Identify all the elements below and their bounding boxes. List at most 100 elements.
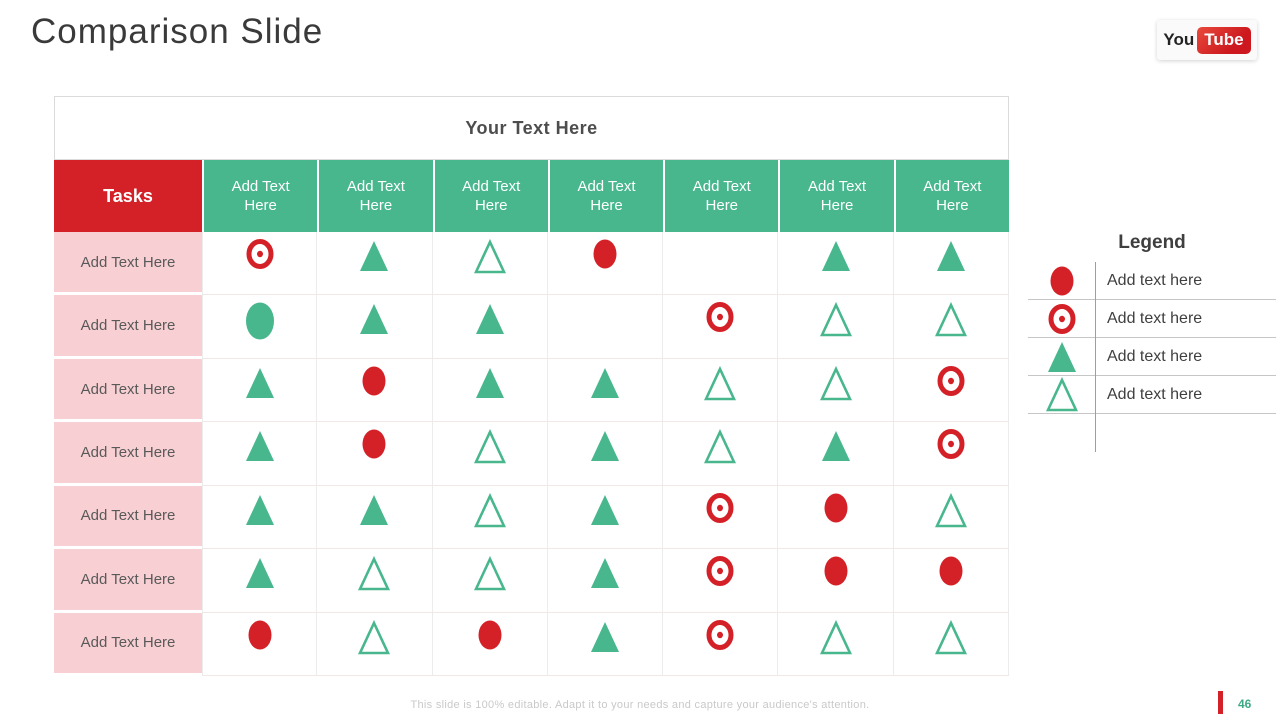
red-circle-icon [362,429,386,459]
legend: Legend Add text here Add text here Add tex… [1028,232,1276,452]
cell-red-target[interactable] [663,612,779,676]
cell-green-triangle-outline[interactable] [432,232,548,296]
cell-green-circle[interactable] [202,295,318,359]
green-triangle-outline-icon [934,619,967,654]
legend-title[interactable]: Legend [1118,232,1186,253]
legend-item: Add text here [1028,262,1276,300]
task-row-label[interactable]: Add Text Here [54,295,202,359]
cell-green-triangle-outline[interactable] [317,612,433,676]
cell-green-triangle-filled[interactable] [202,485,318,550]
cell-green-triangle-outline[interactable] [778,295,894,359]
table-caption[interactable]: Your Text Here [54,96,1009,160]
green-triangle-filled-icon [475,367,504,398]
cell-green-triangle-outline[interactable] [317,549,433,613]
cell-green-triangle-filled[interactable] [547,422,664,486]
cell-red-target[interactable] [663,549,779,613]
green-triangle-filled-icon [590,367,619,398]
green-triangle-filled-icon [360,304,389,335]
task-row-label[interactable]: Add Text Here [54,549,202,613]
column-header-cell[interactable]: Add Text Here [778,160,894,232]
cell-green-triangle-outline[interactable] [663,422,779,486]
task-row-label[interactable]: Add Text Here [54,232,202,296]
legend-item: Add text here [1028,338,1276,376]
cell-green-triangle-filled[interactable] [317,485,433,550]
cell-green-triangle-filled[interactable] [778,232,894,296]
green-triangle-filled-icon [360,241,389,271]
cell-green-triangle-outline[interactable] [432,422,548,486]
cell-green-triangle-filled[interactable] [547,549,664,613]
red-circle-icon [248,620,272,650]
cell-green-triangle-filled[interactable] [432,295,548,359]
cell-red-circle[interactable] [202,612,318,676]
column-header-cell[interactable]: Add Text Here [432,160,548,232]
green-triangle-outline-icon [704,429,737,464]
cell-green-triangle-filled[interactable] [432,358,548,423]
cell-red-circle[interactable] [778,485,894,550]
task-row-label[interactable]: Add Text Here [54,612,202,676]
cell-green-triangle-filled[interactable] [547,612,664,676]
cell-red-circle[interactable] [317,422,433,486]
red-target-icon [246,239,274,269]
green-triangle-outline-icon [473,492,506,528]
cell-green-triangle-filled[interactable] [893,232,1009,296]
red-circle-icon [939,556,963,586]
cell-red-circle[interactable] [778,549,894,613]
cell-green-triangle-filled[interactable] [202,358,318,423]
slide-title[interactable]: Comparison Slide [31,12,324,51]
cell-red-target[interactable] [663,485,779,550]
cell-red-target[interactable] [893,422,1009,486]
cell-red-circle[interactable] [317,358,433,423]
cell-green-triangle-outline[interactable] [778,612,894,676]
cell-red-target[interactable] [663,295,779,359]
column-header-cell[interactable]: Add Text Here [547,160,664,232]
green-triangle-filled-icon [475,304,504,335]
legend-item-label[interactable]: Add text here [1107,385,1203,403]
cell-green-triangle-outline[interactable] [893,295,1009,359]
green-triangle-outline-icon [358,556,391,591]
cell-red-target[interactable] [893,358,1009,423]
cell-red-circle[interactable] [893,549,1009,613]
cell-green-triangle-filled[interactable] [202,549,318,613]
cell-green-triangle-filled[interactable] [317,232,433,296]
cell-green-triangle-filled[interactable] [778,422,894,486]
legend-item-label[interactable]: Add text here [1107,347,1203,365]
task-row-label[interactable]: Add Text Here [54,485,202,550]
cell-red-circle[interactable] [547,232,664,296]
legend-item-label[interactable]: Add text here [1107,271,1203,289]
legend-item: Add text here [1028,376,1276,414]
cell-green-triangle-outline[interactable] [432,485,548,550]
column-header-cell[interactable]: Add Text Here [202,160,318,232]
cell-green-triangle-filled[interactable] [317,295,433,359]
cell-red-circle[interactable] [432,612,548,676]
cell-red-target[interactable] [202,232,318,296]
task-row-label[interactable]: Add Text Here [54,422,202,486]
cell-empty[interactable] [547,295,664,359]
legend-item-label[interactable]: Add text here [1107,309,1203,327]
green-triangle-filled-icon [821,241,850,271]
green-triangle-outline-icon [819,365,852,401]
green-triangle-filled-icon [1047,341,1076,372]
cell-green-triangle-outline[interactable] [432,549,548,613]
green-triangle-outline-icon [934,492,967,528]
cell-green-triangle-outline[interactable] [893,612,1009,676]
red-circle-icon [593,239,617,269]
red-circle-icon [824,556,848,586]
tasks-header-cell[interactable]: Tasks [54,160,202,232]
red-circle-icon [362,366,386,396]
column-header-cell[interactable]: Add Text Here [317,160,433,232]
column-header-cell[interactable]: Add Text Here [893,160,1009,232]
cell-green-triangle-filled[interactable] [547,485,664,550]
cell-green-triangle-outline[interactable] [778,358,894,423]
cell-green-triangle-filled[interactable] [202,422,318,486]
cell-green-triangle-outline[interactable] [893,485,1009,550]
task-row-label[interactable]: Add Text Here [54,358,202,423]
cell-green-triangle-outline[interactable] [663,358,779,423]
cell-green-triangle-filled[interactable] [547,358,664,423]
red-target-icon [937,365,965,396]
page-number-bar [1218,691,1223,714]
cell-empty[interactable] [663,232,779,296]
column-header-cell[interactable]: Add Text Here [663,160,779,232]
legend-symbol [1028,303,1095,334]
green-triangle-filled-icon [245,367,274,398]
